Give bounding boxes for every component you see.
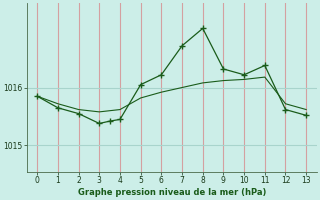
X-axis label: Graphe pression niveau de la mer (hPa): Graphe pression niveau de la mer (hPa) <box>77 188 266 197</box>
